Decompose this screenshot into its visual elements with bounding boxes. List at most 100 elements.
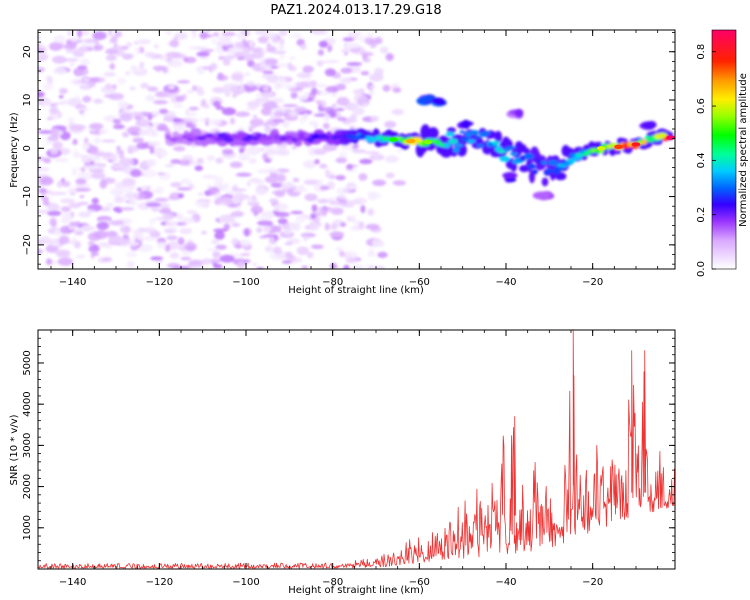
heatmap-noise-cell — [213, 264, 223, 269]
heatmap-noise-cell — [49, 217, 57, 227]
heatmap-noise-cell — [236, 205, 241, 211]
heatmap-ridge-cell — [459, 130, 465, 134]
heatmap-noise-cell — [112, 118, 121, 125]
heatmap-ridge-cell — [575, 153, 586, 157]
heatmap-ridge-cell — [497, 149, 506, 154]
heatmap-noise-cell — [187, 111, 197, 117]
heatmap-peak — [388, 137, 398, 142]
heatmap-noise-cell — [274, 63, 289, 67]
y-tick-label: 10 — [22, 94, 33, 107]
heatmap-noise-cell — [335, 175, 346, 181]
heatmap-blob — [431, 97, 445, 105]
heatmap-noise-cell — [354, 219, 360, 227]
heatmap-ridge-cell — [527, 163, 537, 170]
heatmap-noise-cell — [212, 251, 221, 259]
heatmap-noise-cell — [284, 242, 293, 246]
heatmap-noise-cell — [255, 187, 267, 196]
heatmap-noise-cell — [212, 32, 220, 37]
heatmap-blob — [514, 108, 524, 118]
heatmap-noise-cell — [264, 245, 273, 253]
heatmap-noise-cell — [137, 129, 150, 136]
heatmap-noise-cell — [42, 99, 52, 106]
heatmap-noise-cell — [87, 209, 95, 214]
heatmap-noise-cell — [191, 33, 198, 39]
heatmap-noise-cell — [113, 195, 126, 204]
x-tick-label: −20 — [582, 277, 603, 288]
heatmap-noise-cell — [300, 232, 316, 238]
heatmap-noise-cell — [184, 242, 198, 252]
heatmap-noise-cell — [42, 201, 51, 206]
heatmap-noise-cell — [210, 62, 218, 71]
heatmap-noise-cell — [186, 210, 197, 214]
heatmap-noise-cell — [335, 247, 344, 252]
heatmap-noise-cell — [372, 239, 380, 248]
heatmap-noise-cell — [240, 253, 251, 257]
heatmap-noise-cell — [136, 142, 149, 150]
heatmap-noise-cell — [98, 128, 109, 135]
heatmap-noise-cell — [175, 95, 185, 103]
heatmap-peak — [631, 142, 641, 147]
heatmap-noise-cell — [118, 238, 130, 247]
heatmap-noise-cell — [52, 141, 63, 150]
heatmap-noise-cell — [339, 77, 352, 85]
heatmap-noise-cell — [259, 235, 268, 239]
heatmap-noise-cell — [61, 180, 71, 188]
heatmap-noise-cell — [249, 39, 254, 48]
y-tick-label: 1000 — [22, 515, 33, 540]
heatmap-noise-cell — [368, 85, 376, 89]
heatmap-noise-cell — [60, 206, 71, 213]
heatmap-noise-cell — [248, 128, 253, 133]
heatmap-noise-cell — [50, 150, 59, 156]
heatmap-noise-cell — [351, 144, 359, 150]
heatmap-noise-cell — [362, 57, 371, 63]
heatmap-noise-cell — [272, 118, 285, 124]
heatmap-noise-cell — [150, 189, 161, 194]
heatmap-noise-cell — [382, 84, 391, 92]
heatmap-noise-cell — [49, 106, 59, 115]
heatmap-noise-cell — [38, 167, 50, 172]
heatmap-noise-cell — [207, 118, 222, 126]
heatmap-noise-cell — [367, 193, 377, 201]
heatmap-noise-cell — [280, 182, 295, 189]
heatmap-peak — [406, 138, 416, 144]
heatmap-cells — [38, 30, 675, 269]
heatmap-noise-cell — [181, 217, 196, 224]
heatmap-noise-cell — [248, 125, 257, 129]
heatmap-noise-cell — [141, 169, 157, 178]
heatmap-noise-cell — [78, 211, 91, 218]
heatmap-ridge-halo — [446, 127, 456, 134]
heatmap-noise-cell — [325, 86, 339, 93]
heatmap-noise-cell — [102, 256, 113, 263]
heatmap-noise-cell — [252, 178, 265, 185]
heatmap-noise-cell — [154, 197, 169, 202]
heatmap-noise-cell — [73, 51, 85, 57]
heatmap-noise-cell — [199, 117, 208, 122]
heatmap-noise-cell — [105, 83, 113, 90]
heatmap-noise-cell — [105, 48, 119, 55]
heatmap-noise-cell — [59, 88, 68, 95]
heatmap-noise-cell — [130, 169, 142, 178]
heatmap-noise-cell — [91, 197, 100, 204]
heatmap-noise-cell — [81, 155, 92, 164]
heatmap-noise-cell — [351, 215, 356, 223]
heatmap-noise-cell — [110, 35, 118, 44]
heatmap-noise-cell — [106, 230, 118, 237]
heatmap-noise-cell — [129, 68, 143, 72]
heatmap-noise-cell — [83, 38, 99, 43]
heatmap-noise-cell — [42, 83, 54, 91]
heatmap-noise-cell — [231, 222, 241, 227]
heatmap-ridge-cell — [466, 139, 476, 144]
heatmap-noise-cell — [179, 227, 193, 235]
heatmap-noise-cell — [246, 80, 256, 87]
heatmap-ridge-cell — [258, 137, 266, 142]
heatmap-noise-cell — [178, 193, 184, 199]
heatmap-noise-cell — [351, 149, 366, 154]
heatmap-noise-cell — [363, 102, 368, 108]
heatmap-frame — [37, 29, 676, 270]
heatmap-noise-cell — [224, 54, 236, 60]
heatmap-noise-cell — [59, 198, 76, 204]
heatmap-noise-cell — [124, 71, 131, 76]
heatmap-noise-cell — [40, 191, 46, 196]
heatmap-noise-cell — [372, 179, 387, 187]
heatmap-noise-cell — [235, 172, 252, 177]
